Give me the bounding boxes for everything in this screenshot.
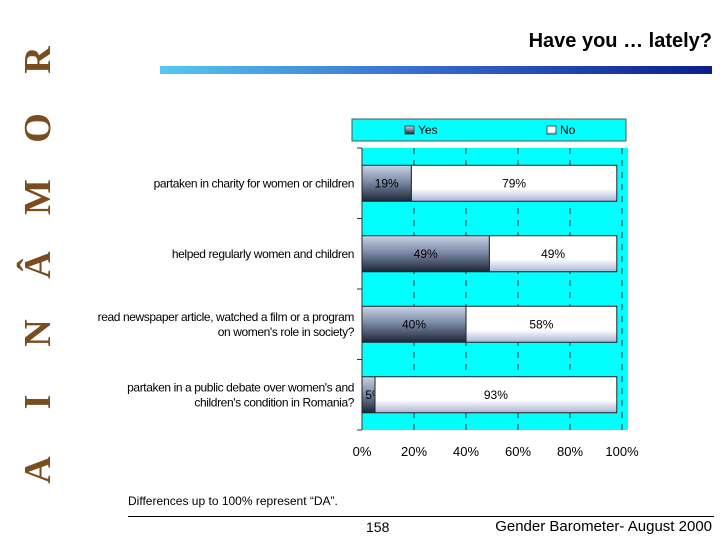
x-tick-label: 40% — [453, 444, 479, 459]
bar-yes — [361, 164, 412, 202]
data-label: 49% — [541, 247, 565, 261]
category-label: helped regularly women and children — [172, 247, 354, 261]
footer-divider — [128, 516, 714, 517]
data-label: 58% — [529, 317, 553, 331]
legend-label-yes: Yes — [418, 123, 438, 137]
x-tick-label: 100% — [605, 444, 639, 459]
category-label: children's condition in Romania? — [194, 395, 354, 409]
x-tick-label: 0% — [353, 444, 372, 459]
footnote: Differences up to 100% represent “DA”. — [128, 494, 338, 508]
bar-no — [374, 376, 618, 414]
legend-box — [351, 118, 627, 142]
title-underline-bar — [160, 66, 712, 74]
category-label: partaken in charity for women or childre… — [154, 176, 354, 190]
category-label: partaken in a public debate over women's… — [127, 380, 354, 394]
footer-text: Gender Barometer- August 2000 — [495, 518, 712, 535]
data-label: 40% — [402, 317, 426, 331]
page-title: Have you … lately? — [528, 30, 712, 52]
data-label: 93% — [484, 388, 508, 402]
category-label: read newspaper article, watched a film o… — [98, 310, 355, 324]
x-tick-label: 80% — [557, 444, 583, 459]
data-label: 49% — [414, 247, 438, 261]
bar-no — [410, 164, 618, 202]
legend-swatch-yes — [404, 125, 415, 135]
data-label: 19% — [375, 176, 399, 190]
x-tick-label: 20% — [401, 444, 427, 459]
bar-yes — [361, 305, 467, 343]
bar-no — [488, 235, 618, 273]
page-number: 158 — [366, 519, 390, 535]
legend-swatch-no — [546, 125, 557, 135]
x-tick-label: 60% — [505, 444, 531, 459]
bar-no — [465, 305, 618, 343]
legend-label-no: No — [560, 123, 576, 137]
data-label: 79% — [502, 176, 526, 190]
category-label: on women's role in society? — [218, 325, 355, 339]
